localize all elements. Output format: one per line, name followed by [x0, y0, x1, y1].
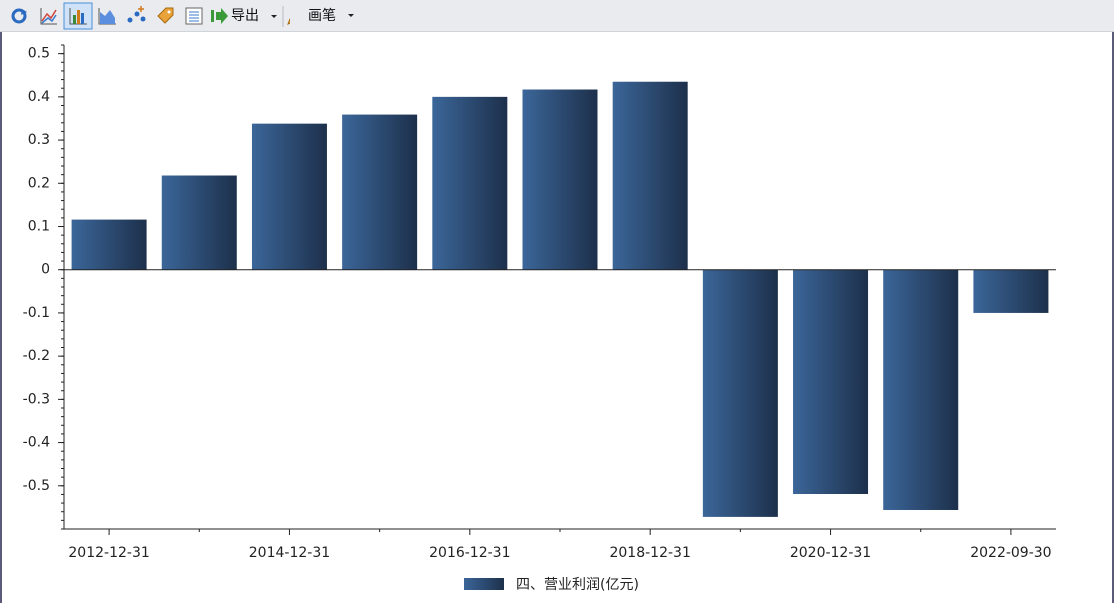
bar — [161, 175, 237, 270]
bar — [342, 114, 418, 270]
bar — [432, 96, 508, 270]
refresh-icon[interactable] — [11, 8, 27, 24]
x-tick-label: 2022-09-30 — [970, 545, 1051, 561]
bar — [793, 269, 869, 494]
bar — [973, 269, 1049, 313]
toolbar: 导出 画笔 — [0, 0, 1114, 32]
pen-button[interactable]: 画笔 — [308, 8, 336, 24]
y-tick-label: 0.2 — [28, 175, 50, 191]
x-tick-label: 2016-12-31 — [429, 545, 510, 561]
y-tick-label: -0.2 — [23, 348, 50, 364]
dropdown-arrow[interactable] — [347, 11, 357, 21]
chart: 0.5 0.4 0.3 0.2 0.1 0 -0.1 -0.2 -0.3 -0.4 -0.5 2012… — [23, 44, 1056, 593]
x-tick-label: 2012-12-31 — [68, 545, 149, 561]
bar — [702, 269, 778, 517]
export-icon[interactable] — [211, 8, 228, 24]
y-tick-label: -0.3 — [23, 391, 50, 407]
x-tick-label: 2018-12-31 — [609, 545, 690, 561]
bar — [522, 89, 598, 270]
x-tick-label: 2014-12-31 — [249, 545, 330, 561]
y-tick-label: 0.5 — [28, 46, 50, 62]
y-tick-label: -0.4 — [23, 435, 50, 451]
legend-swatch — [464, 578, 504, 590]
area-chart-icon[interactable] — [98, 8, 116, 25]
toolbar-icons — [11, 2, 290, 30]
export-button[interactable]: 导出 — [231, 8, 259, 24]
tag-icon[interactable] — [157, 7, 174, 24]
bar — [883, 269, 959, 510]
x-tick-label: 2020-12-31 — [790, 545, 871, 561]
y-tick-label: 0.4 — [28, 89, 50, 105]
y-tick-label: 0 — [41, 262, 50, 278]
bar-chart-icon — [69, 8, 87, 25]
chart-frame: 0.5 0.4 0.3 0.2 0.1 0 -0.1 -0.2 -0.3 -0.4 -0.5 2012… — [0, 32, 1114, 603]
legend-label: 四、营业利润(亿元) — [516, 577, 639, 593]
line-chart-icon[interactable] — [40, 8, 57, 25]
bar — [251, 123, 327, 270]
y-tick-label: -0.1 — [23, 305, 50, 321]
y-tick-label: -0.5 — [23, 478, 50, 494]
y-tick-label: 0.3 — [28, 132, 50, 148]
scatter-icon[interactable] — [127, 6, 146, 23]
pen-icon[interactable] — [287, 9, 290, 25]
dropdown-arrow[interactable] — [271, 15, 277, 18]
y-tick-label: 0.1 — [28, 219, 50, 235]
bar — [71, 219, 147, 270]
list-icon[interactable] — [185, 7, 203, 25]
bar — [612, 81, 688, 270]
